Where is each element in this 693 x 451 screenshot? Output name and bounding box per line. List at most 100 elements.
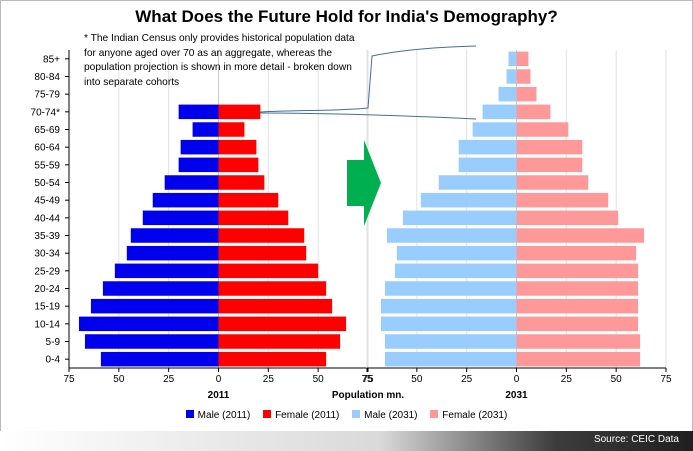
bar-male-2031-55-59	[458, 157, 517, 173]
y-tick-label: 65-69	[34, 125, 60, 136]
x-tick-label: 50	[313, 374, 325, 385]
bar-male-2031-5-9	[384, 334, 517, 349]
legend-swatch	[185, 410, 194, 418]
bar-female-2011-40-44	[218, 210, 289, 226]
legend-swatch	[263, 410, 272, 418]
legend: Male (2011) Female (2011) Male (2031) Fe…	[0, 410, 693, 421]
bar-female-2011-25-29	[218, 263, 319, 279]
bar-female-2011-20-24	[218, 281, 327, 296]
bar-male-2031-50-54	[438, 175, 517, 190]
legend-label: Female (2011)	[275, 410, 340, 421]
bar-male-2031-35-39	[386, 228, 517, 243]
legend-item-female-2031: Female (2031)	[430, 410, 507, 421]
annotation-bracket-upper	[259, 45, 477, 113]
x-tick-label: 25	[461, 374, 473, 385]
bar-female-2031-45-49	[516, 192, 609, 208]
bar-male-2011-35-39	[130, 228, 219, 243]
bar-female-2011-35-39	[218, 228, 305, 243]
bar-male-2011-30-34	[126, 245, 219, 261]
bar-female-2031-10-14	[516, 316, 639, 332]
legend-item-male-2031: Male (2031)	[352, 410, 418, 421]
census-footnote: * The Indian Census only provides histor…	[84, 33, 355, 88]
bar-female-2011-70-74	[218, 104, 261, 120]
bar-female-2031-55-59	[516, 157, 583, 173]
bar-female-2031-30-34	[516, 245, 637, 261]
x-tick-label: 75	[362, 374, 374, 385]
legend-swatch	[352, 410, 361, 418]
y-tick-label: 75-79	[34, 90, 60, 101]
bar-male-2011-60-64	[180, 139, 219, 155]
bar-female-2011-55-59	[218, 157, 259, 173]
bar-male-2031-60-64	[458, 139, 517, 155]
bar-male-2011-25-29	[114, 263, 219, 279]
bar-male-2011-65-69	[192, 122, 219, 137]
bar-male-2031-0-4	[384, 351, 517, 367]
green-arrow-icon	[347, 140, 381, 226]
bar-female-2031-20-24	[516, 281, 639, 296]
x-tick-label: 25	[163, 374, 175, 385]
y-tick-label: 35-39	[34, 231, 60, 242]
bar-male-2011-50-54	[164, 175, 219, 190]
bar-female-2031-40-44	[516, 210, 619, 226]
bar-female-2031-85+	[516, 51, 529, 67]
bar-female-2011-15-19	[218, 298, 333, 314]
y-tick-label: 40-44	[34, 213, 60, 224]
bar-male-2011-10-14	[78, 316, 219, 332]
bar-male-2011-20-24	[102, 281, 219, 296]
bar-female-2031-60-64	[516, 139, 583, 155]
legend-swatch	[430, 410, 439, 418]
bar-male-2031-25-29	[394, 263, 517, 279]
bar-female-2011-65-69	[218, 122, 245, 137]
footer-bar	[0, 431, 693, 451]
bar-male-2011-45-49	[152, 192, 219, 208]
y-tick-label: 70-74*	[31, 107, 61, 118]
x-tick-label: 50	[611, 374, 623, 385]
bar-male-2011-70-74	[178, 104, 219, 120]
bar-male-2011-55-59	[178, 157, 219, 173]
bar-male-2011-15-19	[90, 298, 219, 314]
x-tick-label: 75	[361, 374, 373, 385]
y-tick-label: 80-84	[34, 72, 60, 83]
bar-female-2031-25-29	[516, 263, 639, 279]
bar-female-2011-10-14	[218, 316, 347, 332]
y-tick-label: 60-64	[34, 143, 60, 154]
bar-male-2031-70-74	[482, 104, 517, 120]
y-tick-label: 55-59	[34, 160, 60, 171]
y-tick-label: 15-19	[34, 302, 60, 313]
chart-title: What Does the Future Hold for India's De…	[135, 7, 558, 26]
bar-male-2031-75-79	[498, 86, 517, 102]
x-tick-label: 50	[113, 374, 125, 385]
x-tick-label: 75	[660, 374, 672, 385]
annotation-bracket-lower	[259, 112, 477, 120]
bar-male-2031-15-19	[380, 298, 517, 314]
y-tick-label: 10-14	[34, 319, 60, 330]
y-tick-label: 5-9	[46, 337, 61, 348]
bar-female-2011-45-49	[218, 192, 279, 208]
x-tick-label: 50	[411, 374, 423, 385]
bar-male-2031-10-14	[380, 316, 517, 332]
x-tick-label: 25	[561, 374, 573, 385]
legend-label: Male (2031)	[364, 410, 418, 421]
bar-female-2031-80-84	[516, 69, 531, 84]
bar-male-2031-20-24	[384, 281, 517, 296]
y-tick-label: 85+	[43, 54, 60, 65]
bar-male-2011-0-4	[100, 351, 219, 367]
y-tick-label: 45-49	[34, 196, 60, 207]
bar-female-2031-50-54	[516, 175, 589, 190]
y-tick-label: 50-54	[34, 178, 60, 189]
y-tick-label: 0-4	[46, 355, 61, 366]
bar-female-2031-0-4	[516, 351, 641, 367]
legend-label: Male (2011)	[197, 410, 251, 421]
bar-male-2031-80-84	[506, 69, 517, 84]
bar-male-2011-40-44	[142, 210, 219, 226]
bar-female-2031-65-69	[516, 122, 569, 137]
legend-item-male-2011: Male (2011)	[185, 410, 251, 421]
y-tick-label: 20-24	[34, 284, 60, 295]
bar-female-2031-15-19	[516, 298, 639, 314]
bar-male-2031-30-34	[396, 245, 517, 261]
bar-female-2011-0-4	[218, 351, 327, 367]
bar-male-2031-85+	[508, 51, 517, 67]
x-tick-label: 0	[216, 374, 222, 385]
x-tick-label: 25	[263, 374, 275, 385]
